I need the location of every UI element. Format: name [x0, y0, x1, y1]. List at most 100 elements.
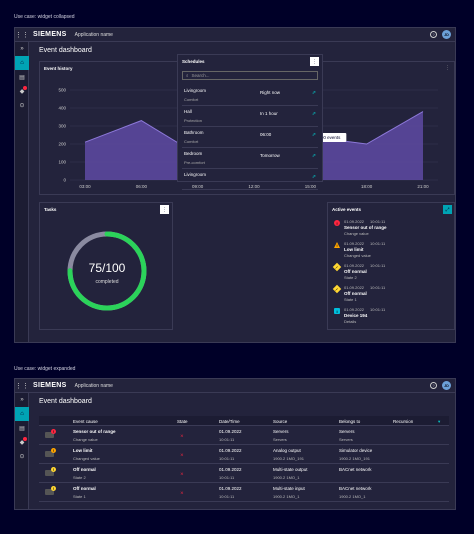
search-input[interactable]: ⌕ Search...: [182, 71, 318, 80]
active-events-title: Active events: [332, 207, 362, 212]
tag-icon[interactable]: ◆: [15, 435, 29, 449]
schedule-item[interactable]: Bathroom Comfort 06:00 ⇗: [182, 127, 318, 148]
header-belongs-to[interactable]: Belongs to: [339, 419, 361, 424]
search-placeholder: Search...: [191, 73, 210, 78]
schedule-mode: Protection: [184, 118, 203, 123]
home-icon[interactable]: ⌂: [15, 56, 29, 70]
document-icon[interactable]: ▤: [19, 74, 25, 81]
event-date: 01.09.2022: [219, 429, 242, 434]
avatar[interactable]: JD: [442, 30, 451, 39]
x-tick-label: 09:00: [192, 184, 204, 189]
schedule-item[interactable]: Livingroom ⇗: [182, 169, 318, 190]
severity-badge: !: [51, 486, 56, 491]
table-row[interactable]: ! Off normal State 1 ⨯ 01.09.2022 10:01:…: [39, 483, 449, 502]
severity-badge: !: [51, 429, 56, 434]
event-belongs: BACnet network: [339, 467, 372, 472]
header-datetime[interactable]: Date/Time: [219, 419, 240, 424]
state-icon: ⨯: [180, 490, 184, 495]
event-source-sub: 1900.2 1MO_1: [273, 475, 300, 480]
open-external-icon[interactable]: ⇗: [311, 90, 316, 96]
document-icon[interactable]: ▤: [19, 425, 25, 432]
siemens-logo: SIEMENS: [33, 31, 67, 38]
schedule-item[interactable]: Hall Protection In 1 hour ⇗: [182, 106, 318, 127]
event-severity-icon: i: [334, 308, 340, 314]
series-area: [85, 111, 423, 180]
open-external-icon[interactable]: ⇗: [311, 111, 316, 117]
siemens-logo: SIEMENS: [33, 382, 67, 389]
app-switcher-icon[interactable]: ⋮⋮: [15, 31, 29, 39]
open-external-icon[interactable]: ⇗: [311, 153, 316, 159]
event-item[interactable]: ! 01.09.2022 10:01:11 Off normal State 2: [332, 261, 450, 283]
event-cause-sub: State 2: [73, 475, 86, 480]
notification-badge: [23, 86, 27, 90]
app-switcher-icon[interactable]: ⋮⋮: [15, 382, 29, 390]
schedule-name: Livingroom: [184, 172, 207, 177]
event-date: 01.09.2022: [219, 448, 242, 453]
event-source: Servers: [273, 429, 289, 434]
schedules-menu-button[interactable]: ⋮: [310, 57, 319, 66]
column-settings-icon[interactable]: ▾: [438, 419, 441, 424]
severity-badge: !: [51, 448, 56, 453]
event-item[interactable]: ! 01.09.2022 10:01:11 Off normal State 1: [332, 283, 450, 305]
event-severity-icon: !: [334, 242, 340, 248]
home-icon[interactable]: ⌂: [15, 407, 29, 421]
event-subtitle: State 1: [344, 297, 357, 302]
app-window-collapsed: ⋮⋮ SIEMENS Application name ? JD » ⌂ ▤ ◆…: [14, 27, 456, 343]
schedule-item[interactable]: Livingroom Comfort Right now ⇗: [182, 85, 318, 106]
header-source[interactable]: Source: [273, 419, 288, 424]
event-severity-icon: !: [334, 220, 340, 226]
open-external-icon[interactable]: ⇗: [311, 174, 316, 180]
help-icon[interactable]: ?: [430, 382, 437, 389]
x-tick-label: 21:00: [417, 184, 429, 189]
expand-widget-button[interactable]: ⤢: [443, 205, 452, 214]
header-recursion[interactable]: Recursion: [393, 419, 414, 424]
location-icon[interactable]: ⊙: [19, 102, 25, 109]
more-menu-icon[interactable]: ⋮: [445, 65, 450, 71]
header-event-cause[interactable]: Event cause: [73, 419, 98, 424]
event-time: 10:01:11: [370, 219, 386, 224]
avatar[interactable]: JD: [442, 381, 451, 390]
event-item[interactable]: ! 01.09.2022 10:01:11 Sensor out of rang…: [332, 217, 450, 239]
event-item[interactable]: i 01.09.2022 10:01:11 Device 194 Details: [332, 305, 450, 327]
event-item[interactable]: ! 01.09.2022 10:01:11 Low limit Changed …: [332, 239, 450, 261]
event-subtitle: Changed value: [344, 253, 371, 258]
schedule-name: Hall: [184, 109, 192, 114]
expand-sidebar-icon[interactable]: »: [20, 397, 24, 403]
state-icon: ⨯: [180, 452, 184, 457]
schedule-name: Livingroom: [184, 88, 207, 93]
table-row[interactable]: ! Off normal State 2 ⨯ 01.09.2022 10:01:…: [39, 464, 449, 483]
event-time: 10:01:11: [219, 437, 235, 442]
event-source-sub: 1900.2 1MO_191: [273, 456, 304, 461]
schedule-name: Bathroom: [184, 130, 204, 135]
event-cause-sub: Changed value: [73, 456, 100, 461]
state-icon: ⨯: [180, 471, 184, 476]
caption-expanded: Use case: widget expanded: [14, 366, 76, 372]
tasks-value: 75/100: [89, 261, 126, 275]
x-tick-label: 12:00: [248, 184, 260, 189]
x-tick-label: 06:00: [136, 184, 148, 189]
tasks-menu-button[interactable]: ⋮: [160, 205, 169, 214]
location-icon[interactable]: ⊙: [19, 453, 25, 460]
schedule-item[interactable]: Bedroom Pre-comfort Tomorrow ⇗: [182, 148, 318, 169]
device-icon: [45, 489, 54, 495]
event-title: Device 194: [344, 313, 368, 318]
help-icon[interactable]: ?: [430, 31, 437, 38]
event-time: 10:01:11: [370, 241, 386, 246]
table-header: Event cause State Date/Time Source Belon…: [39, 416, 449, 426]
table-row[interactable]: ! Sensor out of range Change value ⨯ 01.…: [39, 426, 449, 445]
event-belongs-sub: Servers: [339, 437, 353, 442]
tag-icon[interactable]: ◆: [15, 84, 29, 98]
event-date: 01.09.2022: [344, 307, 365, 312]
header-state[interactable]: State: [177, 419, 188, 424]
tasks-label: completed: [95, 279, 118, 285]
y-tick-label: 300: [58, 124, 66, 129]
expand-sidebar-icon[interactable]: »: [20, 46, 24, 52]
schedule-name: Bedroom: [184, 151, 203, 156]
tasks-progress-ring: 75/100 completed: [67, 231, 147, 311]
y-tick-label: 100: [58, 160, 66, 165]
schedule-time: In 1 hour: [260, 111, 278, 116]
open-external-icon[interactable]: ⇗: [311, 132, 316, 138]
y-tick-label: 400: [58, 106, 66, 111]
table-row[interactable]: ! Low limit Changed value ⨯ 01.09.2022 1…: [39, 445, 449, 464]
schedule-mode: Pre-comfort: [184, 160, 205, 165]
